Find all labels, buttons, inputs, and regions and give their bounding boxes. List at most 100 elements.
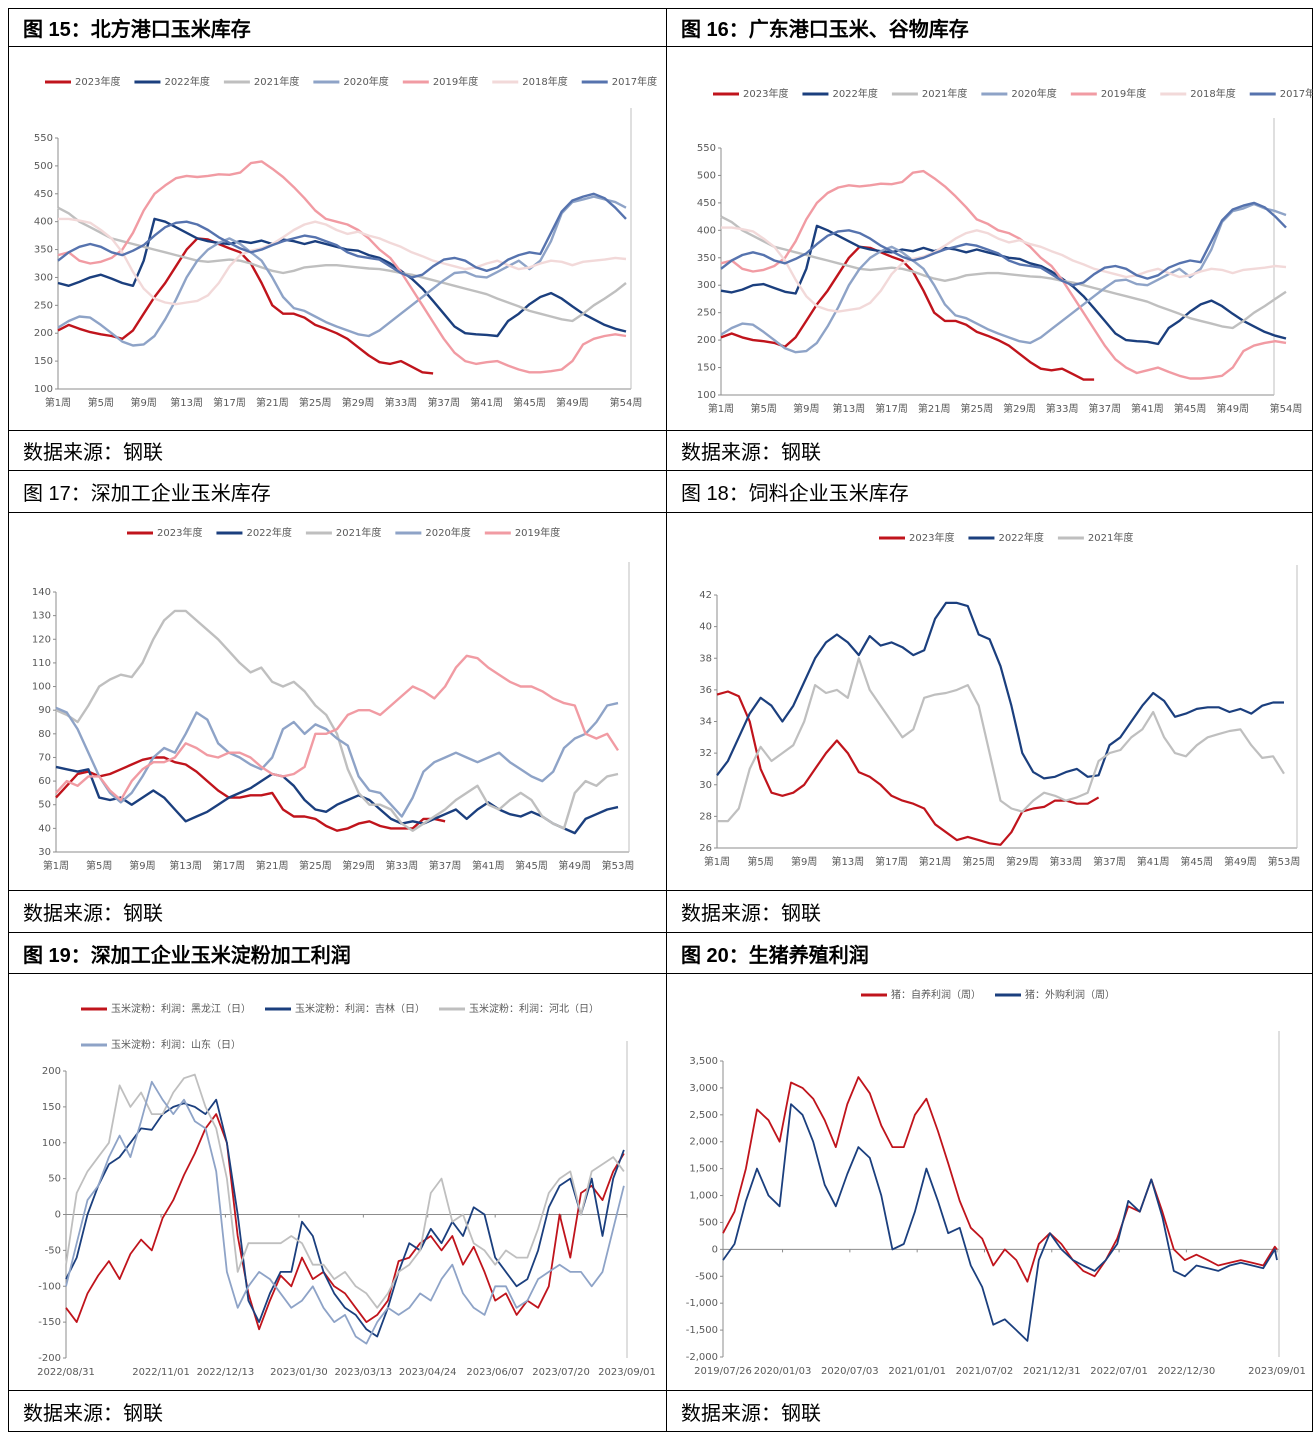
y-tick-label: -2,000 (686, 1352, 718, 1363)
y-tick-label: 100 (32, 682, 51, 693)
x-tick-label: 第5周 (747, 855, 773, 868)
series-line (721, 226, 1287, 313)
y-tick-label: 200 (42, 1066, 61, 1077)
series-line (716, 690, 1100, 846)
x-tick-label: 第33周 (385, 396, 418, 409)
legend-label: 猪：自养利润（周） (891, 988, 981, 1001)
chart: -2,000 -1,500 -1,000 -500 0 500 1,000 1,500 2,00… (686, 988, 1306, 1377)
y-tick-label: 450 (34, 189, 53, 200)
chart-cell: -200 -150 -100 -50 0 50 100 150 200 2022/08/31 202… (8, 973, 667, 1391)
series-line (57, 195, 627, 347)
x-tick-label: 第9周 (129, 859, 155, 872)
x-tick-label: 2022/12/13 (197, 1367, 255, 1378)
y-tick-label: 2,500 (689, 1110, 718, 1121)
x-tick-label: 第9周 (791, 855, 817, 868)
x-tick-label: 第13周 (169, 859, 202, 872)
series-line (57, 206, 627, 323)
y-tick-label: 40 (38, 823, 51, 834)
x-tick-label: 第5周 (86, 859, 112, 872)
series-line (716, 601, 1284, 780)
x-tick-label: 第9周 (131, 396, 157, 409)
series-line (720, 201, 1287, 287)
legend-label: 2018年度 (1190, 87, 1235, 100)
legend-label: 玉米淀粉：利润：吉林（日） (295, 1002, 425, 1015)
x-tick-label: 2021/12/31 (1023, 1366, 1081, 1377)
series-line (720, 169, 1287, 380)
x-tick-label: 第29周 (342, 396, 375, 409)
x-tick-label: 第17周 (875, 402, 908, 415)
series-line (58, 217, 627, 306)
series-line (55, 756, 446, 832)
y-tick-label: 2,000 (689, 1137, 718, 1148)
x-tick-label: 第13周 (170, 396, 203, 409)
y-tick-label: 1,500 (689, 1164, 718, 1175)
chart-cell: 26 28 30 32 34 36 38 40 42 第1周 第5周 第9周 第13周 第17周 第21周第… (666, 512, 1313, 891)
series-line (55, 765, 619, 835)
y-tick-label: 500 (34, 161, 53, 172)
x-tick-label: 第21周 (919, 855, 952, 868)
y-tick-label: 100 (34, 384, 53, 395)
legend-label: 2020年度 (425, 526, 470, 539)
y-tick-label: 350 (34, 245, 53, 256)
x-tick-label: 第33周 (1046, 402, 1079, 415)
y-tick-label: 26 (699, 843, 712, 854)
y-tick-label: -500 (695, 1271, 718, 1282)
x-tick-label: 第13周 (831, 855, 864, 868)
series-line (717, 657, 1285, 823)
source: 数据来源：钢联 (666, 890, 1313, 933)
x-tick-label: 第9周 (793, 402, 819, 415)
y-tick-label: -50 (45, 1245, 61, 1256)
x-tick-label: 2023/01/30 (270, 1367, 328, 1378)
x-tick-label: 第37周 (429, 859, 462, 872)
y-tick-label: 30 (38, 847, 51, 858)
source: 数据来源：钢联 (666, 430, 1313, 471)
y-tick-label: 500 (699, 1217, 718, 1228)
y-tick-label: -1,500 (686, 1325, 718, 1336)
x-tick-label: 第17周 (875, 855, 908, 868)
x-tick-label: 第25周 (299, 396, 332, 409)
legend-label: 2017年度 (1280, 87, 1313, 100)
x-tick-label: 第21周 (918, 402, 951, 415)
legend-label: 2022年度 (164, 75, 209, 88)
y-tick-label: 50 (48, 1174, 61, 1185)
y-tick-label: 500 (697, 170, 716, 181)
y-tick-label: -150 (38, 1317, 61, 1328)
y-tick-label: 32 (699, 748, 712, 759)
x-tick-label: 第33周 (385, 859, 418, 872)
x-tick-label: 2021/07/02 (956, 1366, 1014, 1377)
y-tick-label: 150 (42, 1102, 61, 1113)
series-line (722, 1103, 1278, 1342)
x-tick-label: 第37周 (1088, 402, 1121, 415)
x-tick-label: 第41周 (1137, 855, 1170, 868)
series-line (57, 160, 627, 374)
series-line (57, 217, 627, 338)
legend-label: 2021年度 (254, 75, 299, 88)
x-tick-label: 第54周 (1270, 402, 1303, 415)
x-tick-label: 2023/09/01 (1248, 1366, 1306, 1377)
x-tick-label: 第49周 (1224, 855, 1257, 868)
chart-title: 图 19：深加工企业玉米淀粉加工利润 (8, 932, 667, 974)
x-tick-label: 第13周 (833, 402, 866, 415)
y-tick-label: 70 (38, 752, 51, 763)
chart-cell: 30 40 50 60 70 80 90 100 110 120 130 140 第1周 第5周 第9周 第1… (8, 512, 667, 891)
legend-label: 2019年度 (433, 75, 478, 88)
x-tick-label: 第45周 (1180, 855, 1213, 868)
legend-label: 2023年度 (157, 526, 202, 539)
y-tick-label: 60 (38, 776, 51, 787)
chart: 262830323436384042第1周 第5周 第9周 第13周 第17周 第21周第… (699, 531, 1301, 868)
legend-label: 2022年度 (998, 531, 1043, 544)
x-tick-label: 2023/07/20 (532, 1367, 590, 1378)
x-tick-label: 第53周 (1268, 855, 1301, 868)
y-tick-label: 36 (699, 685, 712, 696)
y-tick-label: 130 (32, 611, 51, 622)
y-tick-label: 3,000 (689, 1083, 718, 1094)
x-tick-label: 第54周 (610, 396, 643, 409)
y-tick-label: 150 (697, 363, 716, 374)
legend-label: 2018年度 (522, 75, 567, 88)
legend-label: 玉米淀粉：利润：河北（日） (469, 1002, 599, 1015)
chart-title: 图 18：饲料企业玉米库存 (666, 470, 1313, 513)
legend-label: 2022年度 (246, 526, 291, 539)
chart-title: 图 17：深加工企业玉米库存 (8, 470, 667, 513)
y-tick-label: 300 (697, 280, 716, 291)
series-line (65, 1073, 625, 1309)
